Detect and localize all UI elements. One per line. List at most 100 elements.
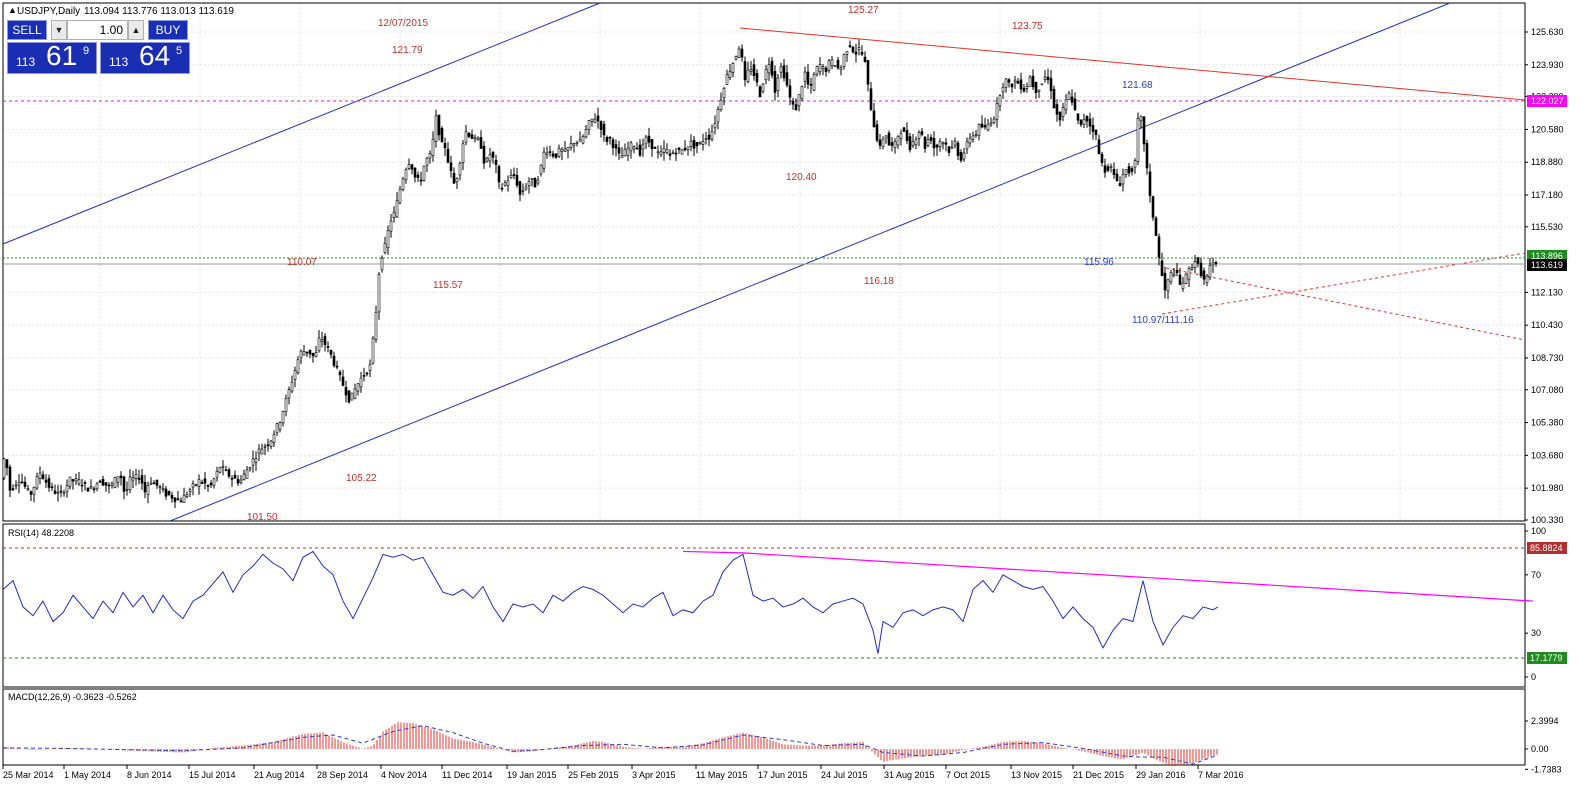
candle[interactable] — [497, 164, 501, 189]
candle[interactable] — [863, 51, 867, 63]
candle[interactable] — [269, 440, 273, 450]
candle[interactable] — [41, 470, 45, 480]
candle[interactable] — [836, 57, 840, 70]
candle[interactable] — [419, 171, 423, 186]
candle[interactable] — [971, 131, 975, 143]
candle[interactable] — [899, 129, 903, 146]
candle[interactable] — [200, 479, 204, 484]
candle[interactable] — [170, 491, 174, 503]
candle[interactable] — [1100, 151, 1104, 167]
candle[interactable] — [728, 64, 732, 81]
candle[interactable] — [626, 141, 630, 162]
candle[interactable] — [1001, 82, 1005, 99]
candle[interactable] — [1145, 139, 1149, 175]
candle[interactable] — [386, 225, 390, 255]
candle[interactable] — [665, 143, 669, 155]
candle[interactable] — [764, 64, 768, 85]
candle[interactable] — [203, 471, 207, 490]
candle[interactable] — [1136, 112, 1140, 166]
candle[interactable] — [344, 380, 348, 403]
candle[interactable] — [968, 132, 972, 148]
candle[interactable] — [536, 175, 540, 186]
candle[interactable] — [1157, 233, 1161, 266]
lot-decrease-icon[interactable]: ▼ — [51, 20, 67, 40]
candle[interactable] — [1064, 94, 1068, 115]
candle[interactable] — [1112, 162, 1116, 179]
candle[interactable] — [1172, 267, 1176, 278]
candle[interactable] — [65, 479, 69, 498]
candle[interactable] — [1097, 134, 1101, 155]
candle[interactable] — [242, 469, 246, 481]
candle[interactable] — [368, 359, 372, 377]
candle[interactable] — [155, 479, 159, 489]
candle[interactable] — [218, 466, 222, 474]
candle[interactable] — [839, 65, 843, 76]
candle[interactable] — [101, 475, 105, 487]
candle[interactable] — [128, 469, 132, 494]
candle[interactable] — [74, 473, 78, 486]
candle[interactable] — [743, 56, 747, 87]
candle[interactable] — [860, 45, 864, 56]
candle[interactable] — [569, 135, 573, 151]
candle[interactable] — [560, 147, 564, 161]
candle[interactable] — [1208, 258, 1212, 281]
candle[interactable] — [32, 486, 36, 503]
candle[interactable] — [551, 150, 555, 159]
candle[interactable] — [647, 127, 651, 148]
lot-increase-icon[interactable]: ▲ — [128, 20, 144, 40]
candle[interactable] — [770, 57, 774, 79]
candle[interactable] — [920, 127, 924, 137]
candle[interactable] — [125, 481, 129, 496]
candle[interactable] — [821, 63, 825, 76]
candle[interactable] — [704, 131, 708, 145]
candle[interactable] — [1118, 176, 1122, 187]
candle[interactable] — [599, 120, 603, 138]
candle[interactable] — [17, 474, 21, 494]
candle[interactable] — [1124, 169, 1128, 178]
candle[interactable] — [398, 185, 402, 205]
candle[interactable] — [479, 130, 483, 150]
candle[interactable] — [797, 94, 801, 112]
candle[interactable] — [713, 115, 717, 135]
candle[interactable] — [146, 481, 150, 504]
main-price-panel[interactable] — [2, 2, 1526, 522]
candle[interactable] — [1184, 272, 1188, 285]
candle[interactable] — [833, 65, 837, 67]
candle[interactable] — [557, 144, 561, 158]
candle[interactable] — [167, 490, 171, 497]
candle[interactable] — [1022, 83, 1026, 93]
candle[interactable] — [1055, 99, 1059, 122]
candle[interactable] — [593, 113, 597, 124]
candle[interactable] — [476, 136, 480, 141]
candle[interactable] — [533, 177, 537, 188]
candle[interactable] — [254, 451, 258, 471]
candle[interactable] — [1037, 89, 1041, 99]
candle[interactable] — [674, 148, 678, 161]
candle[interactable] — [26, 484, 30, 492]
candle[interactable] — [1085, 115, 1089, 128]
candle[interactable] — [1163, 266, 1167, 299]
candle[interactable] — [323, 333, 327, 352]
candle[interactable] — [209, 480, 213, 488]
candle[interactable] — [164, 486, 168, 500]
candle[interactable] — [539, 164, 543, 177]
candle[interactable] — [134, 468, 138, 486]
candle[interactable] — [773, 65, 777, 101]
candle[interactable] — [104, 482, 108, 492]
candle[interactable] — [227, 467, 231, 479]
candle[interactable] — [86, 487, 90, 492]
candle[interactable] — [158, 484, 162, 495]
candle[interactable] — [263, 443, 267, 456]
candle[interactable] — [1082, 113, 1086, 129]
candle[interactable] — [236, 475, 240, 486]
candle[interactable] — [1067, 90, 1071, 101]
candle[interactable] — [452, 167, 456, 185]
candle[interactable] — [500, 183, 504, 192]
candle[interactable] — [650, 139, 654, 157]
candle[interactable] — [668, 149, 672, 161]
candle[interactable] — [611, 137, 615, 156]
candle[interactable] — [395, 192, 399, 218]
candle[interactable] — [1166, 278, 1170, 299]
candle[interactable] — [566, 147, 570, 159]
candle[interactable] — [1061, 102, 1065, 122]
